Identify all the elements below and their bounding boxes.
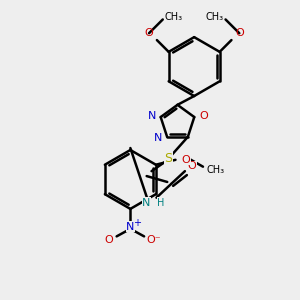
Text: S: S (164, 152, 172, 165)
Text: N: N (154, 133, 162, 143)
Text: O: O (188, 161, 196, 171)
Text: O: O (235, 28, 244, 38)
Text: N: N (126, 222, 135, 232)
Text: H: H (158, 198, 165, 208)
Text: CH₃: CH₃ (165, 11, 183, 22)
Text: +: + (133, 218, 141, 228)
Text: O: O (182, 155, 190, 165)
Text: O⁻: O⁻ (147, 235, 161, 245)
Text: CH₃: CH₃ (206, 11, 224, 22)
Text: O: O (104, 235, 113, 245)
Text: O: O (145, 28, 153, 38)
Text: CH₃: CH₃ (207, 165, 225, 175)
Text: O: O (199, 111, 208, 121)
Text: N: N (147, 111, 156, 121)
Text: N: N (142, 198, 151, 208)
